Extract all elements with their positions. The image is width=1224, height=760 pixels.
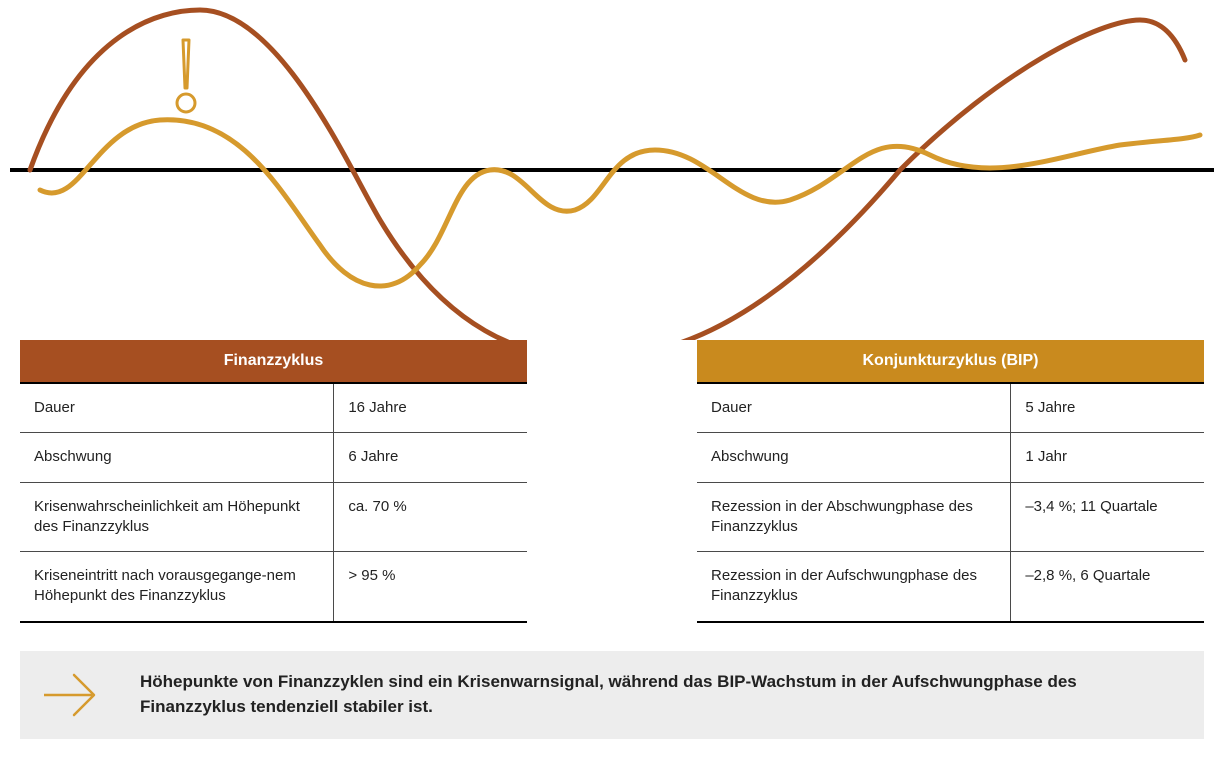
table-cell-label: Dauer	[20, 384, 334, 432]
chart-svg	[0, 0, 1224, 340]
table-cell-label: Rezession in der Abschwungphase des Fina…	[697, 483, 1011, 552]
table-cell-value: –2,8 %, 6 Quartale	[1011, 552, 1204, 621]
table-row: Abschwung1 Jahr	[697, 433, 1204, 482]
table-header-left: Finanzzyklus	[20, 340, 527, 382]
footer-callout: Höhepunkte von Finanzzyklen sind ein Kri…	[20, 651, 1204, 739]
series-konjunkturzyklus	[40, 120, 1200, 286]
tables-container: Finanzzyklus Dauer16 JahreAbschwung6 Jah…	[0, 340, 1224, 623]
table-cell-label: Rezession in der Aufschwungphase des Fin…	[697, 552, 1011, 621]
arrow-right-icon	[40, 669, 100, 721]
table-cell-value: 6 Jahre	[334, 433, 527, 481]
table-header-right: Konjunkturzyklus (BIP)	[697, 340, 1204, 382]
table-cell-label: Krisenwahrscheinlichkeit am Höhepunkt de…	[20, 483, 334, 552]
table-cell-value: 5 Jahre	[1011, 384, 1204, 432]
table-cell-label: Dauer	[697, 384, 1011, 432]
cycle-chart	[0, 0, 1224, 340]
table-row: Rezession in der Abschwungphase des Fina…	[697, 483, 1204, 553]
table-row: Rezession in der Aufschwungphase des Fin…	[697, 552, 1204, 623]
exclamation-icon	[183, 40, 189, 88]
table-cell-value: ca. 70 %	[334, 483, 527, 552]
table-row: Krisenwahrscheinlichkeit am Höhepunkt de…	[20, 483, 527, 553]
table-row: Dauer16 Jahre	[20, 382, 527, 433]
footer-text: Höhepunkte von Finanzzyklen sind ein Kri…	[140, 670, 1180, 719]
table-cell-value: –3,4 %; 11 Quartale	[1011, 483, 1204, 552]
exclamation-dot-icon	[177, 94, 195, 112]
table-cell-label: Kriseneintritt nach vorausgegange-nem Hö…	[20, 552, 334, 621]
table-row: Dauer5 Jahre	[697, 382, 1204, 433]
table-cell-value: > 95 %	[334, 552, 527, 621]
table-cell-value: 16 Jahre	[334, 384, 527, 432]
table-cell-label: Abschwung	[20, 433, 334, 481]
table-row: Abschwung6 Jahre	[20, 433, 527, 482]
table-konjunkturzyklus: Konjunkturzyklus (BIP) Dauer5 JahreAbsch…	[697, 340, 1204, 623]
table-row: Kriseneintritt nach vorausgegange-nem Hö…	[20, 552, 527, 623]
table-cell-value: 1 Jahr	[1011, 433, 1204, 481]
table-finanzzyklus: Finanzzyklus Dauer16 JahreAbschwung6 Jah…	[20, 340, 527, 623]
table-cell-label: Abschwung	[697, 433, 1011, 481]
